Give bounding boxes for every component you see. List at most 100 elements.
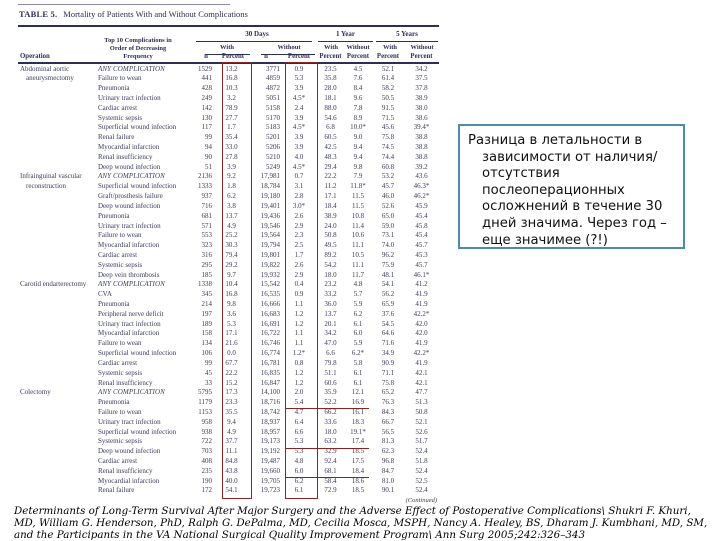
value-cell: 19.1* <box>350 427 366 436</box>
table-row: Urinary tract infection 249 3.2 5051 4.5* 18.… <box>18 94 440 104</box>
value-cell: 142 <box>201 103 213 112</box>
value-cell: 60.6 <box>324 378 337 387</box>
value-cell: 1529 <box>198 64 212 73</box>
value-cell: 4.9 <box>227 427 236 436</box>
complication-cell: Myocardial infarction <box>98 143 160 151</box>
value-cell: 5.3 <box>294 437 304 446</box>
operation-cell <box>18 153 98 163</box>
value-cell: 14,100 <box>260 388 280 397</box>
table-row: Failure to wean 134 21.6 16,746 1.1 47.0 5.9 71… <box>18 339 440 349</box>
value-cell: 3.0* <box>292 201 306 210</box>
operation-label: Abdominal aortic <box>20 64 70 73</box>
value-cell: 197 <box>201 309 213 318</box>
value-cell: 48.1 <box>381 270 395 279</box>
value-cell: 1.2 <box>294 309 304 318</box>
value-cell: 16.1 <box>351 407 365 416</box>
value-cell: 6.6 <box>294 427 304 436</box>
value-cell: 1.8 <box>227 182 236 191</box>
value-cell: 33.6 <box>324 417 337 426</box>
complication-cell: ANY COMPLICATION <box>98 64 165 73</box>
table-row: Superficial wound infection 106 0.0 16,774 1… <box>18 349 440 359</box>
value-cell: 11.5 <box>352 201 364 210</box>
value-cell: 52.4 <box>415 486 428 495</box>
value-cell: 23.2 <box>324 280 337 289</box>
value-cell: 117 <box>201 123 212 132</box>
table-body: Abdominal aortic aneurysmectomy ANY COMPLI… <box>18 65 440 497</box>
complication-cell: Deep wound infection <box>98 162 161 171</box>
value-cell: 48.3 <box>324 152 337 161</box>
value-cell: 18.0 <box>324 270 337 279</box>
value-cell: 214 <box>201 300 213 308</box>
value-cell: 1179 <box>198 398 212 407</box>
operation-cell <box>18 251 98 261</box>
value-cell: 12.1 <box>351 388 365 397</box>
value-cell: 51 <box>205 162 212 171</box>
value-cell: 45.7 <box>415 241 428 250</box>
value-cell: 18,957 <box>260 427 280 436</box>
value-cell: 2.0 <box>294 388 304 397</box>
value-cell: 43.8 <box>225 466 238 475</box>
value-cell: 4859 <box>266 74 280 83</box>
complication-cell: Renal insufficiency <box>98 152 153 161</box>
value-cell: 2136 <box>198 172 212 181</box>
value-cell: 59.0 <box>381 221 395 230</box>
complication-cell: Pneumonia <box>98 84 130 93</box>
operation-cell <box>18 212 98 222</box>
value-cell: 52.4 <box>415 447 428 456</box>
value-cell: 2.5 <box>294 241 304 250</box>
header-with: With <box>324 44 338 51</box>
value-cell: 28.0 <box>324 84 337 93</box>
value-cell: 5795 <box>198 388 212 397</box>
value-cell: 90 <box>205 152 212 161</box>
value-cell: 0.9 <box>294 64 304 73</box>
value-cell: 19,192 <box>260 447 280 456</box>
header-percent: Percent <box>346 53 370 60</box>
table-row: Superficial wound infection 1333 1.8 18,784… <box>18 182 440 192</box>
value-cell: 1.1 <box>294 300 304 308</box>
value-cell: 6.1 <box>353 319 363 328</box>
value-cell: 0.7 <box>294 172 304 181</box>
highlight-box-30day-without-percent <box>285 61 318 499</box>
value-cell: 6.1 <box>353 378 363 387</box>
value-cell: 11.1 <box>352 241 364 250</box>
value-cell: 6.1 <box>353 368 363 377</box>
operation-cell <box>18 94 98 104</box>
complication-cell: Myocardial infarction <box>98 241 160 250</box>
value-cell: 38.9 <box>415 93 428 102</box>
value-cell: 24.0 <box>324 221 337 230</box>
value-cell: 16,535 <box>260 290 280 299</box>
value-cell: 16.8 <box>225 74 238 83</box>
value-cell: 79.4 <box>225 250 238 259</box>
value-cell: 56.2 <box>381 290 395 299</box>
value-cell: 34.2 <box>415 64 428 73</box>
operation-cell <box>18 310 98 320</box>
table-row: Infrainguinal vascular reconstruction ANY … <box>18 172 440 190</box>
value-cell: 16,774 <box>260 349 280 358</box>
value-cell: 316 <box>201 250 213 259</box>
value-cell: 13.2 <box>225 64 238 73</box>
complication-cell: Superficial wound infection <box>98 427 177 436</box>
value-cell: 4.7 <box>294 407 304 416</box>
value-cell: 45.6 <box>381 123 395 132</box>
value-cell: 74.5 <box>381 143 395 151</box>
value-cell: 703 <box>201 447 213 456</box>
value-cell: 18.4 <box>324 201 337 210</box>
value-cell: 71.5 <box>381 113 395 122</box>
value-cell: 13.7 <box>225 211 238 220</box>
operation-cell <box>18 114 98 124</box>
table-row: Deep wound infection 51 3.9 5249 4.5* 29.4 9.8… <box>18 163 440 173</box>
value-cell: 1.2 <box>294 378 304 387</box>
operation-cell <box>18 477 98 487</box>
value-cell: 19,180 <box>260 192 280 201</box>
value-cell: 41.9 <box>415 300 428 308</box>
value-cell: 6.0 <box>353 329 363 338</box>
value-cell: 5249 <box>266 162 280 171</box>
header-percent: Percent <box>376 53 400 60</box>
annotation-box: Разница в летальности в зависимости от н… <box>458 124 685 249</box>
value-cell: 40.0 <box>225 476 238 485</box>
complication-cell: CVA <box>98 290 112 299</box>
value-cell: 15.2 <box>225 378 238 387</box>
value-cell: 3.9 <box>294 113 304 122</box>
value-cell: 19,564 <box>260 231 280 240</box>
value-cell: 2.4 <box>294 103 304 112</box>
